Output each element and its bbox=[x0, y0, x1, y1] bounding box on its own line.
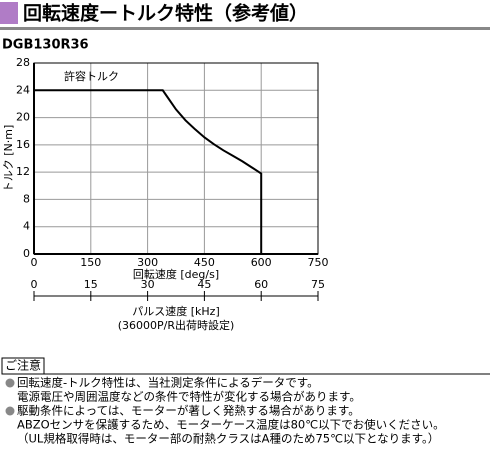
y-tick-label: 4 bbox=[23, 220, 30, 233]
x-tick-label: 750 bbox=[308, 256, 329, 269]
x-tick-label: 450 bbox=[194, 256, 215, 269]
note-line: 回転速度-トルク特性は、当社測定条件によるデータです。 bbox=[17, 376, 319, 390]
data-line bbox=[34, 89, 263, 254]
x2-axis-note: (36000P/R出荷時設定) bbox=[118, 318, 235, 332]
y-tick-label: 12 bbox=[16, 165, 30, 178]
x2-tick-label: 45 bbox=[197, 278, 211, 291]
x-tick-label: 150 bbox=[80, 256, 101, 269]
bullet bbox=[5, 406, 15, 416]
x2-tick-label: 30 bbox=[141, 278, 155, 291]
y-axis-label: トルク [N·m] bbox=[2, 125, 15, 193]
annotation: 許容トルク bbox=[64, 69, 119, 83]
plot-frame bbox=[33, 62, 319, 255]
y-tick-label: 8 bbox=[23, 192, 30, 205]
title-marker bbox=[0, 2, 18, 24]
x-tick-label: 600 bbox=[251, 256, 272, 269]
y-tick-label: 24 bbox=[16, 83, 30, 96]
x-tick-label: 300 bbox=[137, 256, 158, 269]
y-tick-label: 16 bbox=[16, 138, 30, 151]
chart-title: 回転速度ートルク特性（参考値） bbox=[23, 2, 308, 25]
model-name: DGB130R36 bbox=[2, 38, 89, 53]
x2-tick-label: 75 bbox=[311, 278, 325, 291]
note-line: （UL規格取得時は、モーター部の耐熱クラスはA種のため75℃以下となります。） bbox=[17, 432, 439, 446]
y-tick-label: 28 bbox=[16, 56, 30, 69]
x-tick-label: 0 bbox=[31, 256, 38, 269]
note-line: 電源電圧や周囲温度などの条件で特性が変化する場合があります。 bbox=[17, 390, 361, 404]
x2-axis-label: パルス速度 [kHz] bbox=[132, 304, 220, 318]
x2-tick-label: 60 bbox=[254, 278, 268, 291]
x2-tick-label: 15 bbox=[84, 278, 98, 291]
note-line: 駆動条件によっては、モーターが著しく発熱する場合があります。 bbox=[17, 404, 360, 418]
note-line: ABZOセンサを保護するため、モーターケース温度は80℃以下でお使いください。 bbox=[17, 418, 445, 432]
x2-tick-label: 0 bbox=[31, 278, 38, 291]
y-tick-label: 0 bbox=[23, 247, 30, 260]
bullet bbox=[5, 378, 15, 388]
x-axis-label: 回転速度 [deg/s] bbox=[133, 267, 219, 281]
notes-heading: ご注意 bbox=[5, 358, 41, 373]
title-rule bbox=[0, 27, 490, 30]
y-tick-label: 20 bbox=[16, 111, 30, 124]
